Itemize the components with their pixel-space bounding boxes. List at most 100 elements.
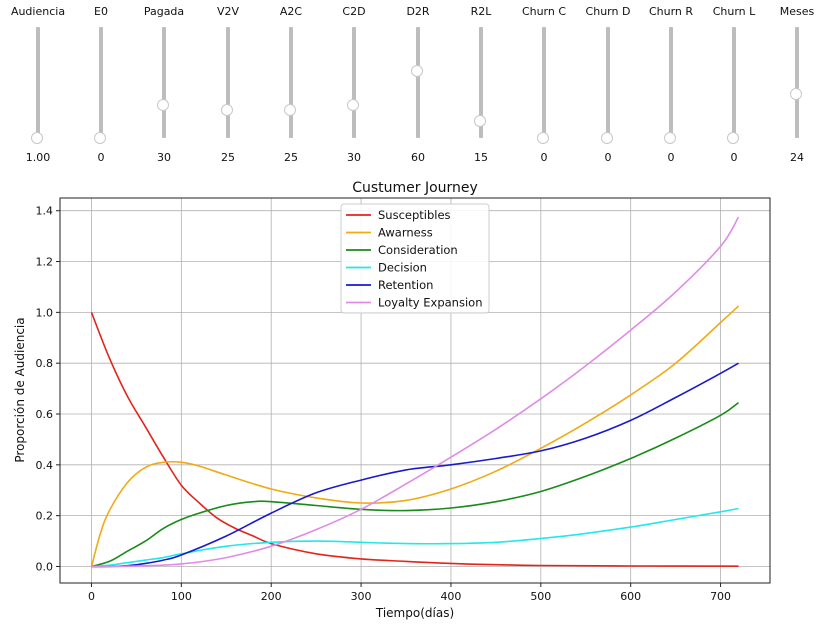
slider-churn-d[interactable]: Churn D 0 bbox=[578, 0, 638, 170]
legend-box bbox=[340, 203, 490, 314]
slider-handle[interactable] bbox=[411, 65, 423, 78]
slider-e0[interactable]: E0 0 bbox=[71, 0, 131, 170]
y-tick-label: 1.4 bbox=[36, 205, 54, 218]
slider-handle[interactable] bbox=[94, 132, 106, 144]
slider-value: 24 bbox=[790, 151, 804, 164]
series-line-susceptibles bbox=[90, 312, 739, 567]
legend-label-loyalty-expansion: Loyalty Expansion bbox=[378, 296, 482, 310]
slider-churn-c[interactable]: Churn C 0 bbox=[514, 0, 574, 170]
x-tick-label: 500 bbox=[530, 590, 551, 603]
series-line-consideration bbox=[91, 401, 739, 568]
axis-ticks: 0 100 200 300 400 500 600 700 0.0 0.2 0.4 0.6 0.8 1.0… bbox=[36, 205, 732, 603]
x-tick-label: 700 bbox=[710, 590, 731, 603]
y-tick-label: 1.0 bbox=[36, 306, 54, 319]
x-tick-label: 200 bbox=[261, 590, 282, 603]
y-tick-label: 0.2 bbox=[36, 510, 54, 523]
legend-label-susceptibles: Susceptibles bbox=[378, 208, 451, 222]
line-chart: 0 100 200 300 400 500 600 700 0.0 0.2 0.4 0.6 0.8 1.0… bbox=[0, 170, 827, 631]
slider-value: 60 bbox=[411, 151, 425, 164]
series-group bbox=[90, 216, 740, 568]
slider-label: Churn L bbox=[712, 5, 756, 18]
slider-handle[interactable] bbox=[31, 132, 43, 144]
series-line-decision bbox=[91, 507, 739, 568]
slider-churn-r[interactable]: Churn R 0 bbox=[641, 0, 701, 170]
slider-label: V2V bbox=[216, 5, 240, 18]
y-tick-label: 0.6 bbox=[36, 408, 54, 421]
legend-label-retention: Retention bbox=[378, 278, 433, 292]
slider-handle[interactable] bbox=[284, 104, 296, 117]
slider-track[interactable] bbox=[99, 27, 103, 138]
slider-handle[interactable] bbox=[157, 98, 169, 111]
slider-handle[interactable] bbox=[727, 132, 739, 144]
slider-track[interactable] bbox=[479, 27, 483, 138]
slider-meses[interactable]: Meses 24 bbox=[767, 0, 827, 170]
slider-handle[interactable] bbox=[790, 87, 802, 100]
slider-handle[interactable] bbox=[601, 132, 613, 144]
slider-label: Pagada bbox=[143, 5, 185, 18]
slider-value: 0 bbox=[730, 151, 738, 164]
slider-track[interactable] bbox=[606, 27, 610, 138]
slider-audiencia[interactable]: Audiencia 1.00 bbox=[8, 0, 68, 170]
slider-value: 1.00 bbox=[25, 151, 51, 164]
slider-handle[interactable] bbox=[221, 104, 233, 117]
slider-label: C2D bbox=[342, 5, 366, 18]
slider-label: Churn D bbox=[585, 5, 631, 18]
slider-label: Audiencia bbox=[10, 5, 66, 18]
slider-c2d[interactable]: C2D 30 bbox=[324, 0, 384, 170]
x-tick-label: 0 bbox=[88, 590, 95, 603]
slider-pagada[interactable]: Pagada 30 bbox=[134, 0, 194, 170]
slider-value: 0 bbox=[97, 151, 105, 164]
slider-label: E0 bbox=[94, 5, 108, 18]
slider-r2l[interactable]: R2L 15 bbox=[451, 0, 511, 170]
legend-label-consideration: Consideration bbox=[378, 243, 458, 257]
series-line-awarness bbox=[90, 305, 740, 567]
slider-handle[interactable] bbox=[537, 132, 549, 144]
plot-frame bbox=[59, 197, 771, 584]
legend-label-decision: Decision bbox=[378, 261, 427, 275]
slider-track[interactable] bbox=[226, 27, 230, 138]
slider-label: Meses bbox=[779, 5, 815, 18]
slider-value: 0 bbox=[604, 151, 612, 164]
slider-label: D2R bbox=[406, 5, 430, 18]
slider-value: 25 bbox=[221, 151, 235, 164]
slider-handle[interactable] bbox=[347, 98, 359, 111]
legend: Susceptibles Awarness Consideration Decisio… bbox=[340, 203, 490, 314]
x-tick-label: 300 bbox=[351, 590, 372, 603]
slider-v2v[interactable]: V2V 25 bbox=[198, 0, 258, 170]
slider-value: 30 bbox=[157, 151, 171, 164]
slider-value: 15 bbox=[474, 151, 488, 164]
x-tick-label: 600 bbox=[620, 590, 641, 603]
slider-handle[interactable] bbox=[664, 132, 676, 144]
slider-track[interactable] bbox=[36, 27, 40, 138]
x-tick-label: 100 bbox=[171, 590, 192, 603]
slider-track[interactable] bbox=[542, 27, 546, 138]
slider-track[interactable] bbox=[352, 27, 356, 138]
slider-track[interactable] bbox=[669, 27, 673, 138]
y-tick-label: 0.0 bbox=[36, 560, 54, 573]
slider-label: A2C bbox=[279, 5, 303, 18]
slider-value: 30 bbox=[347, 151, 361, 164]
slider-label: Churn C bbox=[521, 5, 567, 18]
slider-value: 0 bbox=[667, 151, 675, 164]
slider-track[interactable] bbox=[416, 27, 420, 138]
slider-churn-l[interactable]: Churn L 0 bbox=[704, 0, 764, 170]
chart-title: Custumer Journey bbox=[352, 180, 478, 196]
slider-a2c[interactable]: A2C 25 bbox=[261, 0, 321, 170]
slider-value: 0 bbox=[540, 151, 548, 164]
y-tick-label: 1.2 bbox=[36, 256, 54, 269]
slider-track[interactable] bbox=[795, 27, 799, 138]
y-tick-label: 0.4 bbox=[36, 459, 54, 472]
slider-label: R2L bbox=[470, 5, 492, 18]
slider-track[interactable] bbox=[289, 27, 293, 138]
slider-track[interactable] bbox=[162, 27, 166, 138]
slider-label: Churn R bbox=[648, 5, 694, 18]
y-axis-label: Proporción de Audiencia bbox=[13, 317, 27, 462]
x-axis-label: Tiempo(días) bbox=[375, 606, 454, 620]
series-line-retention bbox=[91, 362, 739, 568]
slider-value: 25 bbox=[284, 151, 298, 164]
slider-panel: Audiencia 1.00 E0 0 Pagada 30 V2V 25 A2C 25 C2D 30 D… bbox=[0, 0, 827, 170]
slider-d2r[interactable]: D2R 60 bbox=[388, 0, 448, 170]
slider-track[interactable] bbox=[732, 27, 736, 138]
y-tick-label: 0.8 bbox=[36, 357, 54, 370]
slider-handle[interactable] bbox=[474, 115, 486, 128]
